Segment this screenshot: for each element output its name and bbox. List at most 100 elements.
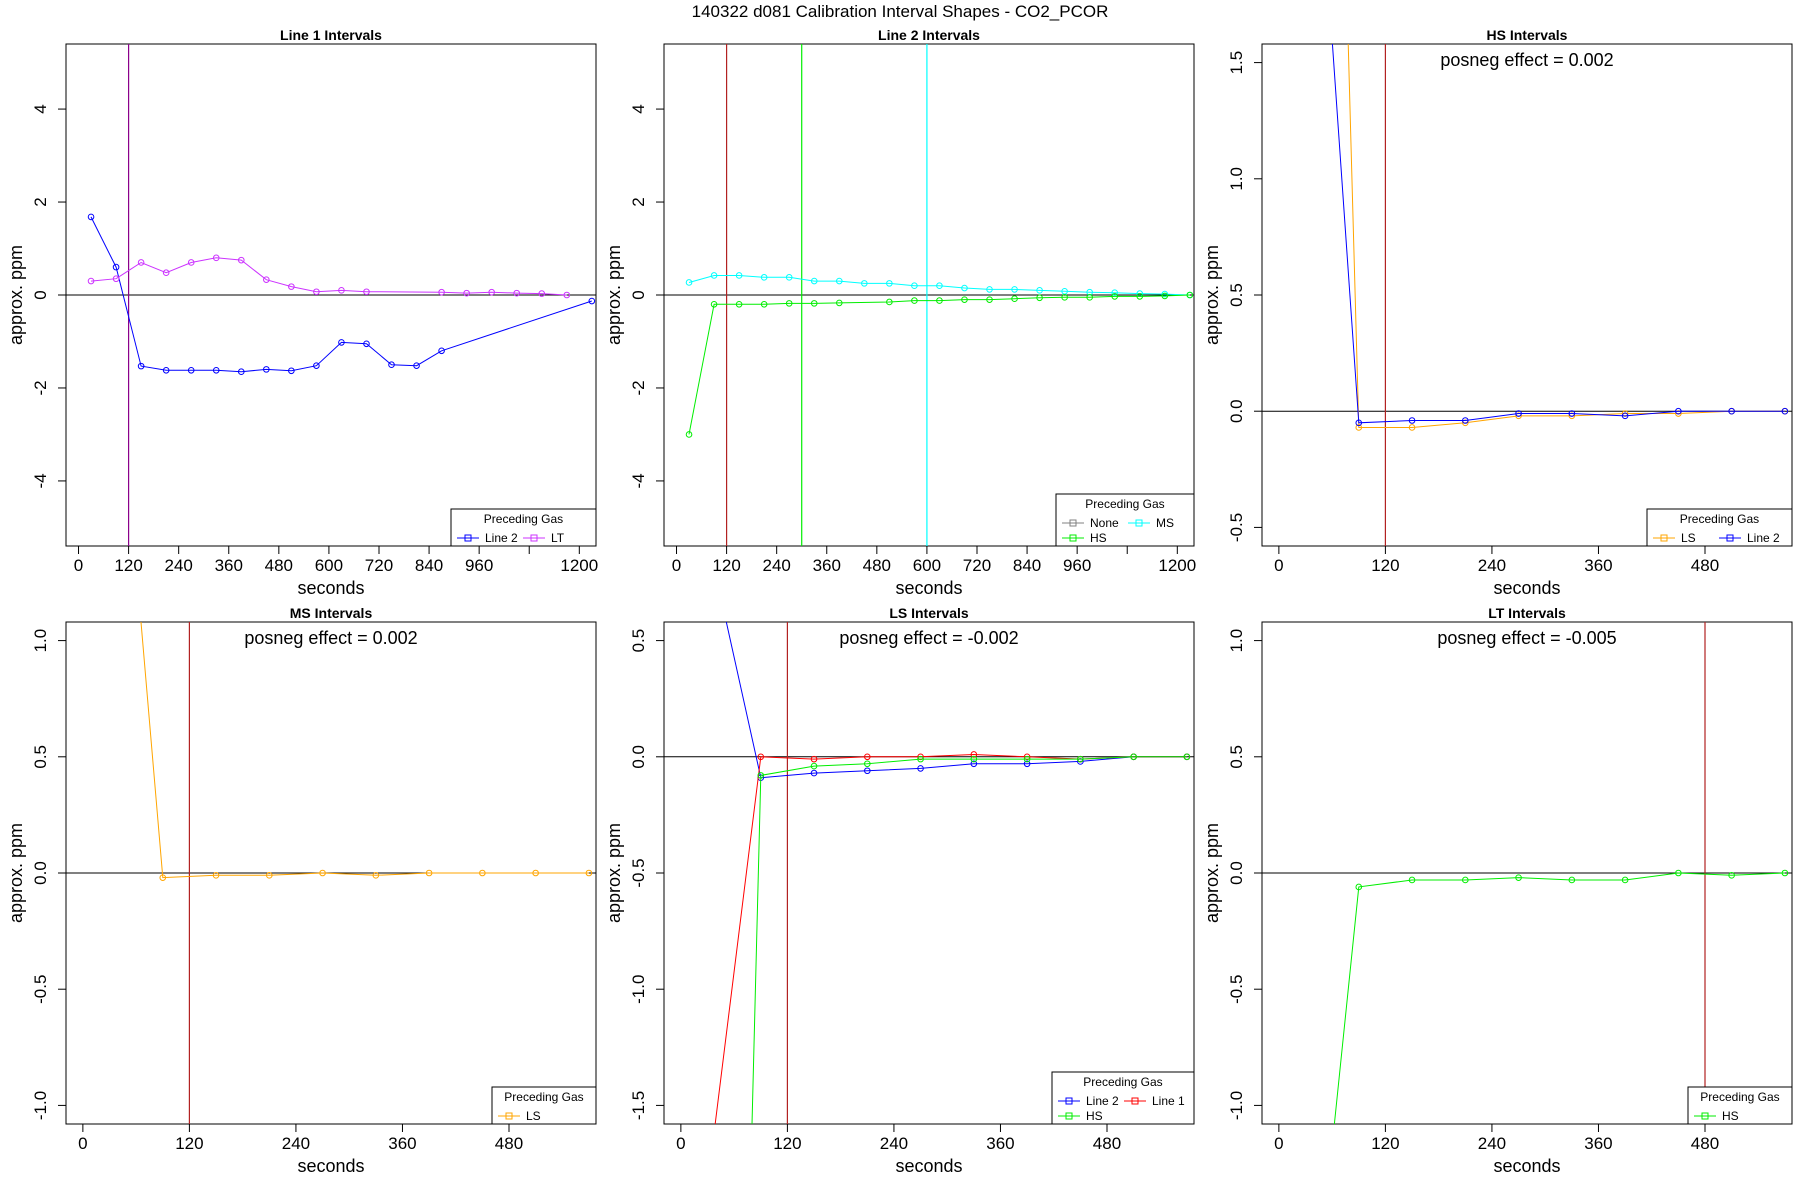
data-point (1111, 293, 1119, 300)
y-tick-label: 0.5 (31, 745, 50, 769)
panel-title: LS Intervals (889, 605, 969, 621)
data-point (338, 339, 345, 346)
data-point (961, 284, 968, 292)
y-tick-label: 0.0 (1227, 399, 1246, 423)
legend-box (1051, 1071, 1195, 1125)
y-tick-label: -2 (31, 380, 50, 395)
series-line-hs (751, 756, 1187, 1124)
plot-area (1262, 44, 1792, 546)
legend-entry: LS (526, 1109, 541, 1123)
data-point (1621, 412, 1629, 420)
data-point (1515, 410, 1522, 417)
data-point (288, 367, 295, 375)
data-point (886, 280, 893, 287)
x-tick-label: 0 (672, 556, 681, 575)
x-tick-label: 120 (114, 556, 142, 575)
legend-entry: HS (1722, 1109, 1739, 1123)
legend-entry: Line 2 (485, 531, 518, 545)
y-tick-label: 1.0 (31, 629, 50, 653)
data-point (911, 297, 918, 304)
data-point (162, 367, 170, 374)
data-point (1011, 286, 1018, 293)
data-point (159, 874, 167, 881)
x-tick-label: 1200 (1158, 556, 1196, 575)
legend-entry: HS (1090, 531, 1107, 545)
data-point (212, 254, 220, 262)
data-point (1161, 292, 1169, 300)
x-tick-label: 360 (215, 556, 243, 575)
x-tick-label: 480 (863, 556, 891, 575)
x-tick-label: 120 (1371, 1134, 1399, 1153)
x-axis-label: seconds (1493, 578, 1560, 598)
data-point (162, 269, 170, 276)
data-point (986, 286, 993, 293)
legend-title: Preceding Gas (1680, 512, 1759, 526)
data-point (810, 755, 818, 763)
data-point (1186, 291, 1194, 299)
legend-swatch-marker (530, 534, 538, 542)
x-tick-label: 120 (712, 556, 740, 575)
data-point (986, 296, 993, 303)
data-point (1183, 753, 1191, 761)
data-point (1408, 417, 1416, 424)
y-tick-label: 0.0 (1227, 861, 1246, 885)
y-tick-label: 1.5 (1227, 51, 1246, 75)
y-axis-label: approx. ppm (604, 823, 624, 923)
data-point (1675, 407, 1682, 415)
legend-entry: Line 2 (1747, 531, 1780, 545)
y-tick-label: 0.0 (629, 745, 648, 769)
posneg-annotation: posneg effect = -0.002 (839, 628, 1018, 648)
data-point (757, 772, 765, 779)
legend-swatch-marker (1135, 519, 1143, 527)
x-tick-label: 840 (415, 556, 443, 575)
data-point (810, 277, 818, 285)
data-point (1675, 869, 1682, 877)
x-axis-label: seconds (1493, 1156, 1560, 1176)
legend: Preceding Gas Line 2 LT (450, 508, 597, 547)
data-point (835, 299, 843, 307)
y-tick-label: -4 (629, 473, 648, 488)
data-point (911, 282, 918, 290)
data-point (87, 277, 95, 285)
data-point (863, 753, 871, 761)
legend-entry: MS (1156, 516, 1174, 530)
legend-title: Preceding Gas (1700, 1090, 1779, 1104)
data-point (810, 769, 818, 777)
x-tick-label: 0 (1274, 556, 1283, 575)
data-point (1161, 290, 1169, 298)
y-tick-label: -1.0 (629, 975, 648, 1004)
y-tick-label: 2 (629, 197, 648, 206)
x-tick-label: 240 (1478, 556, 1506, 575)
posneg-annotation: posneg effect = 0.002 (244, 628, 417, 648)
data-point (757, 753, 765, 761)
x-axis-label: seconds (895, 578, 962, 598)
data-point (479, 869, 486, 877)
plot-area (66, 622, 596, 1124)
data-point (112, 275, 120, 283)
x-tick-label: 120 (175, 1134, 203, 1153)
y-tick-label: 0 (31, 290, 50, 299)
data-point (970, 755, 978, 763)
series-line-ls (140, 622, 589, 879)
x-tick-label: 840 (1013, 556, 1041, 575)
legend-title: Preceding Gas (1085, 497, 1164, 511)
y-axis-label: approx. ppm (6, 823, 26, 923)
data-point (237, 256, 245, 264)
y-tick-label: -0.5 (1227, 975, 1246, 1004)
data-point (735, 272, 743, 279)
data-point (1355, 419, 1363, 427)
data-point (1130, 753, 1137, 761)
legend-box (450, 508, 597, 547)
panel-title: Line 1 Intervals (280, 27, 382, 43)
data-point (685, 279, 693, 286)
legend-swatch-marker (1069, 519, 1077, 527)
data-point (532, 869, 539, 877)
data-point (563, 291, 571, 299)
data-point (187, 259, 195, 266)
legend-swatch-marker (1726, 534, 1734, 542)
legend-swatch-marker (505, 1112, 513, 1120)
data-point (1355, 424, 1363, 431)
y-tick-label: -0.5 (31, 975, 50, 1004)
